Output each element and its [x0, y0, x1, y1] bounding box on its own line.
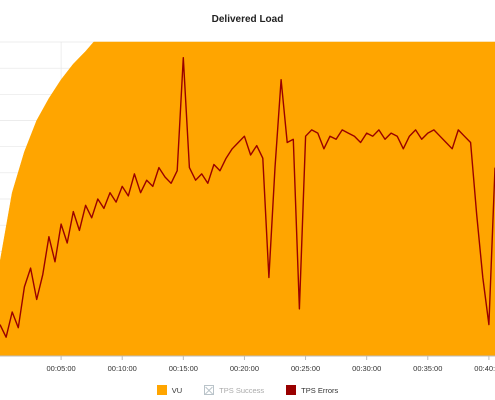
x-tick-label: 00:10:00 [108, 364, 137, 373]
legend-label-vu: VU [171, 385, 183, 395]
chart-title: Delivered Load [211, 14, 284, 25]
x-tick-label: 00:35:00 [413, 364, 442, 373]
legend-item-vu[interactable]: VU [156, 385, 183, 395]
vu-area [0, 41, 495, 357]
legend-label-tps-success: TPS Success [219, 385, 265, 395]
legend-swatch-tps-errors [286, 385, 297, 395]
vu-area-group [0, 41, 495, 357]
x-tick-label: 00:30:00 [352, 364, 381, 373]
legend-label-tps-errors: TPS Errors [301, 385, 339, 395]
x-axis [0, 355, 495, 360]
tps-errors-group [0, 57, 495, 338]
x-tick-label: 00:15:00 [169, 364, 198, 373]
legend-item-tps-errors[interactable]: TPS Errors [286, 385, 338, 395]
legend-item-tps-success[interactable]: TPS Success [204, 385, 264, 395]
x-tick-label: 00:20:00 [230, 364, 259, 373]
x-tick-label: 00:40:00 [474, 364, 495, 373]
x-tick-label: 00:25:00 [291, 364, 320, 373]
legend-swatch-vu [156, 385, 167, 395]
legend-swatch-tps-success-hidden-icon [204, 385, 215, 395]
x-tick-label: 00:05:00 [47, 364, 76, 373]
x-tick-labels: 00:05:00 00:10:00 00:15:00 00:20:00 00:25:00… [47, 364, 495, 373]
tps-errors-line [0, 57, 495, 338]
legend: VU TPS Success TPS Errors [0, 385, 495, 395]
